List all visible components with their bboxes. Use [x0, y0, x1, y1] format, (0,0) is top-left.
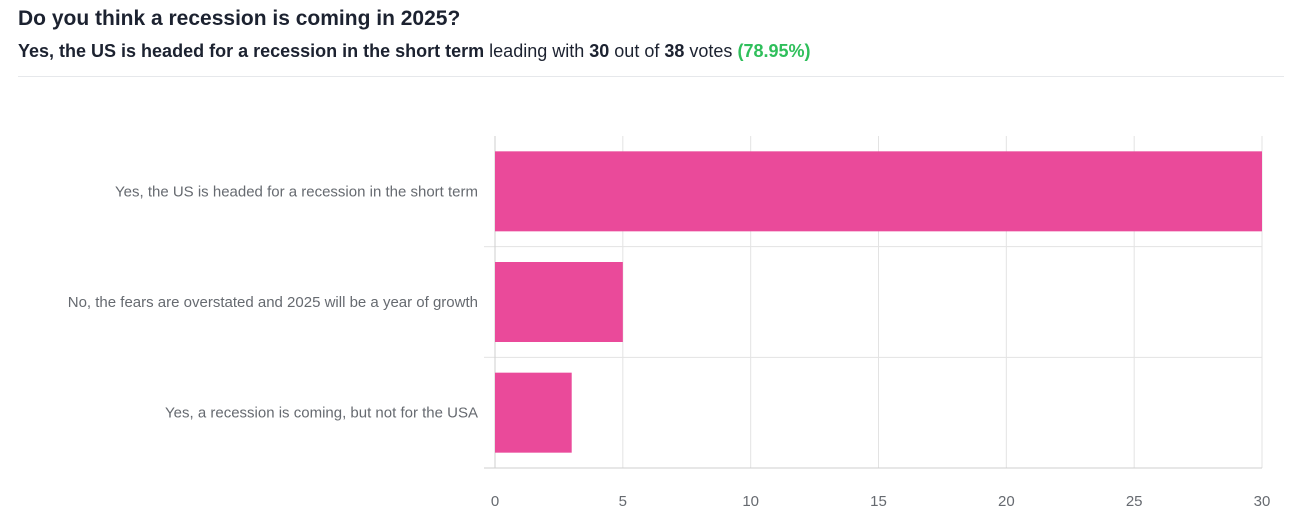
- leading-with-text: leading with: [489, 41, 585, 61]
- leader-votes: 30: [589, 41, 610, 61]
- category-label: No, the fears are overstated and 2025 wi…: [68, 294, 478, 311]
- x-tick-label: 5: [619, 493, 627, 510]
- x-tick-label: 30: [1254, 493, 1271, 510]
- bar: [495, 262, 623, 342]
- x-tick-label: 20: [998, 493, 1015, 510]
- x-tick-label: 15: [870, 493, 887, 510]
- category-label: Yes, the US is headed for a recession in…: [115, 183, 478, 200]
- leader-percent: (78.95%): [737, 41, 811, 61]
- total-votes: 38: [664, 41, 685, 61]
- bar: [495, 372, 572, 453]
- poll-summary: Yes, the US is headed for a recession in…: [18, 41, 811, 62]
- x-tick-label: 0: [491, 493, 499, 510]
- bar: [495, 151, 1262, 232]
- header-divider: [18, 76, 1284, 77]
- x-tick-label: 10: [742, 493, 759, 510]
- category-labels: Yes, the US is headed for a recession in…: [68, 183, 478, 421]
- poll-question: Do you think a recession is coming in 20…: [18, 7, 461, 30]
- out-of-text: out of: [614, 41, 660, 61]
- x-axis-tick-labels: 0 5 10 15 20 25 30: [491, 493, 1271, 510]
- x-tick-label: 25: [1126, 493, 1143, 510]
- leader-option: Yes, the US is headed for a recession in…: [18, 41, 485, 61]
- category-label: Yes, a recession is coming, but not for …: [165, 405, 478, 422]
- bars: [495, 151, 1262, 453]
- votes-text: votes: [689, 41, 733, 61]
